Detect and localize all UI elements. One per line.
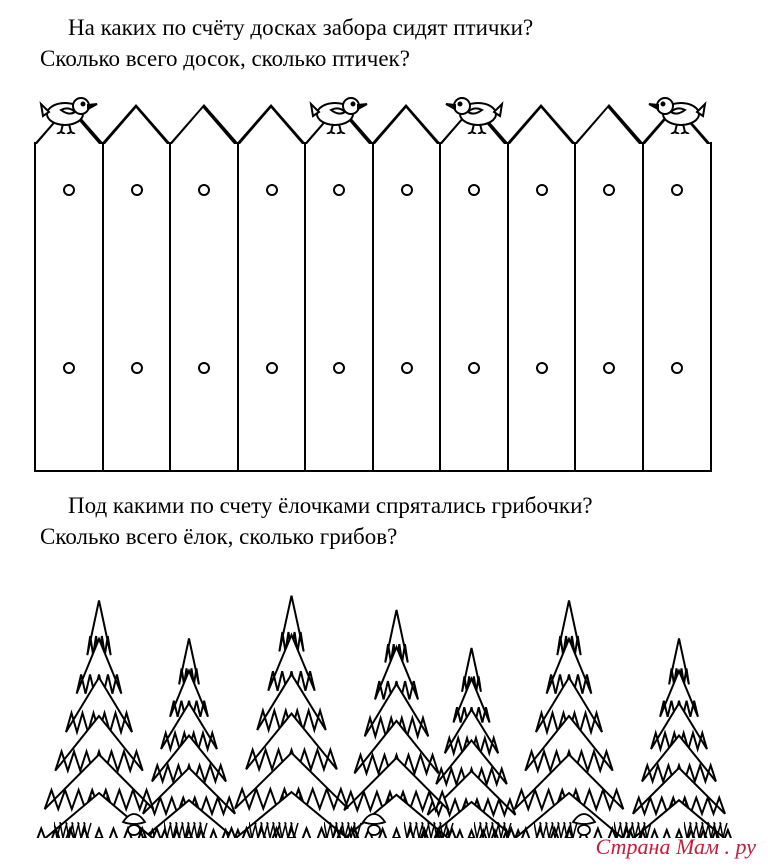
bird-icon <box>444 92 504 134</box>
fence-board <box>34 142 104 472</box>
nail-icon <box>401 184 413 196</box>
bird-icon <box>309 92 369 134</box>
fence-board <box>642 142 712 472</box>
nail-icon <box>468 362 480 374</box>
bird-icon <box>647 92 707 134</box>
nail-icon <box>536 362 548 374</box>
fence <box>34 142 734 472</box>
nail-icon <box>671 362 683 374</box>
nail-icon <box>401 362 413 374</box>
question-1: На каких по счёту досках забора сидят пт… <box>0 0 768 74</box>
trees-illustration <box>24 558 744 838</box>
question-2-line-2: Сколько всего ёлок, сколько грибов? <box>40 521 738 552</box>
fence-board <box>372 142 442 472</box>
nail-icon <box>198 184 210 196</box>
nail-icon <box>603 362 615 374</box>
tree-icon <box>624 628 734 838</box>
grass-icon <box>404 820 454 838</box>
nail-icon <box>63 184 75 196</box>
question-2: Под какими по счету ёлочками спрятались … <box>0 472 768 552</box>
grass-icon <box>249 820 299 838</box>
grass-icon <box>684 820 729 838</box>
fence-board <box>439 142 509 472</box>
mushroom-icon <box>359 808 389 836</box>
grass-icon <box>474 820 514 838</box>
tree-icon <box>34 588 164 838</box>
tree-icon <box>504 588 634 838</box>
fence-board <box>507 142 577 472</box>
nail-icon <box>266 362 278 374</box>
mushroom-icon <box>119 808 149 836</box>
fence-board <box>574 142 644 472</box>
nail-icon <box>333 362 345 374</box>
fence-board <box>304 142 374 472</box>
nail-icon <box>131 184 143 196</box>
mushroom-icon <box>569 808 599 836</box>
fence-board <box>237 142 307 472</box>
nail-icon <box>671 184 683 196</box>
tree-icon <box>224 583 359 838</box>
nail-icon <box>536 184 548 196</box>
nail-icon <box>333 184 345 196</box>
question-1-line-1: На каких по счёту досках забора сидят пт… <box>40 12 738 43</box>
nail-icon <box>63 362 75 374</box>
fence-board <box>102 142 172 472</box>
fence-illustration <box>34 92 734 472</box>
grass-icon <box>614 820 654 838</box>
nail-icon <box>266 184 278 196</box>
grass-icon <box>54 820 94 838</box>
question-1-line-2: Сколько всего досок, сколько птичек? <box>40 43 738 74</box>
question-2-line-1: Под какими по счету ёлочками спрятались … <box>40 490 738 521</box>
grass-icon <box>324 820 364 838</box>
nail-icon <box>468 184 480 196</box>
grass-icon <box>164 820 209 838</box>
nail-icon <box>131 362 143 374</box>
nail-icon <box>198 362 210 374</box>
fence-board <box>169 142 239 472</box>
bird-icon <box>39 92 99 134</box>
nail-icon <box>603 184 615 196</box>
